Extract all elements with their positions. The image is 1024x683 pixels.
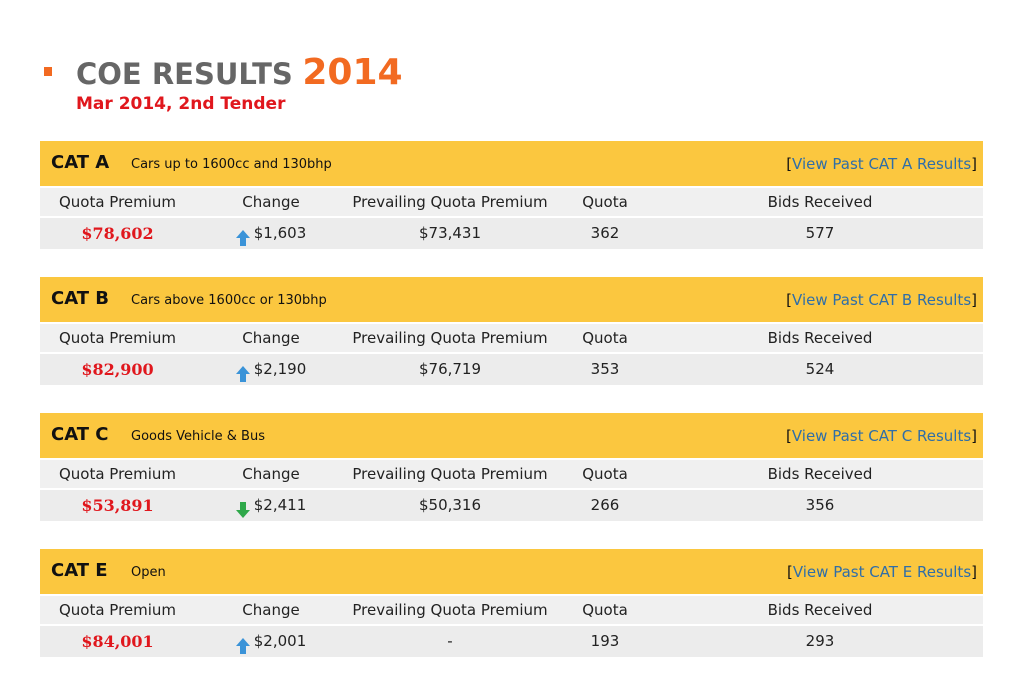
link-open-bracket: [ <box>786 155 793 173</box>
arrow-down-icon <box>235 498 250 518</box>
change-value: $1,603 <box>253 224 307 242</box>
col-bids-header: Bids Received <box>767 193 873 211</box>
col-quota-header: Quota <box>582 329 628 347</box>
col-prevailing-header: Prevailing Quota Premium <box>352 193 548 211</box>
category-panel-cat-b: CAT B Cars above 1600cc or 130bhp [View … <box>40 277 983 385</box>
results-data-row: $53,891 $2,411 $50,316 266 356 <box>40 490 983 521</box>
results-data-row: $82,900 $2,190 $76,719 353 524 <box>40 354 983 385</box>
quota-premium-value: $53,891 <box>81 496 154 515</box>
quota-value: 266 <box>590 496 620 514</box>
change-cell: $2,411 <box>215 490 327 529</box>
category-header: CAT C Goods Vehicle & Bus [View Past CAT… <box>40 413 983 458</box>
change-value: $2,411 <box>253 496 307 514</box>
results-header-row: Quota Premium Change Prevailing Quota Pr… <box>40 324 983 352</box>
past-results-link-wrapper: [View Past CAT C Results] <box>786 427 977 445</box>
col-quota-premium-header: Quota Premium <box>58 601 177 619</box>
category-description: Goods Vehicle & Bus <box>131 429 265 444</box>
col-change-header: Change <box>242 193 300 211</box>
past-results-link-wrapper: [View Past CAT A Results] <box>786 155 977 173</box>
category-code: CAT A <box>51 152 110 173</box>
results-data-row: $84,001 $2,001 - 193 293 <box>40 626 983 657</box>
quota-value: 353 <box>590 360 620 378</box>
col-prevailing-header: Prevailing Quota Premium <box>352 601 548 619</box>
quota-value: 362 <box>590 224 620 242</box>
prevailing-premium-value: $73,431 <box>418 224 482 242</box>
link-close-bracket: ] <box>971 563 977 581</box>
arrow-up-icon <box>235 226 250 246</box>
category-panel-cat-e: CAT E Open [View Past CAT E Results] Quo… <box>40 549 983 657</box>
category-header: CAT B Cars above 1600cc or 130bhp [View … <box>40 277 983 322</box>
change-cell: $1,603 <box>215 218 327 257</box>
category-header: CAT A Cars up to 1600cc and 130bhp [View… <box>40 141 983 186</box>
col-quota-header: Quota <box>582 193 628 211</box>
category-panel-cat-a: CAT A Cars up to 1600cc and 130bhp [View… <box>40 141 983 249</box>
page-title-text: COE RESULTS <box>76 57 293 91</box>
tender-subtitle: Mar 2014, 2nd Tender <box>76 94 286 114</box>
change-value: $2,001 <box>253 632 307 650</box>
col-quota-header: Quota <box>582 601 628 619</box>
title-bullet <box>44 67 52 76</box>
col-change-header: Change <box>242 329 300 347</box>
col-quota-header: Quota <box>582 465 628 483</box>
category-code: CAT C <box>51 424 109 445</box>
prevailing-premium-value: $50,316 <box>418 496 482 514</box>
link-close-bracket: ] <box>971 155 977 173</box>
view-past-results-link[interactable]: View Past CAT A Results <box>792 155 972 173</box>
col-bids-header: Bids Received <box>767 329 873 347</box>
quota-premium-value: $84,001 <box>81 632 154 651</box>
bids-received-value: 293 <box>805 632 835 650</box>
bids-received-value: 577 <box>805 224 835 242</box>
change-cell: $2,190 <box>215 354 327 393</box>
category-description: Cars up to 1600cc and 130bhp <box>131 157 332 172</box>
past-results-link-wrapper: [View Past CAT B Results] <box>786 291 977 309</box>
col-change-header: Change <box>242 465 300 483</box>
arrow-up-icon <box>235 634 250 654</box>
col-quota-premium-header: Quota Premium <box>58 465 177 483</box>
col-prevailing-header: Prevailing Quota Premium <box>352 465 548 483</box>
past-results-link-wrapper: [View Past CAT E Results] <box>787 563 977 581</box>
results-header-row: Quota Premium Change Prevailing Quota Pr… <box>40 460 983 488</box>
link-close-bracket: ] <box>971 427 977 445</box>
change-cell: $2,001 <box>215 626 327 665</box>
view-past-results-link[interactable]: View Past CAT B Results <box>792 291 972 309</box>
category-header: CAT E Open [View Past CAT E Results] <box>40 549 983 594</box>
col-change-header: Change <box>242 601 300 619</box>
link-open-bracket: [ <box>786 563 793 581</box>
col-quota-premium-header: Quota Premium <box>58 329 177 347</box>
col-bids-header: Bids Received <box>767 601 873 619</box>
bids-received-value: 524 <box>805 360 835 378</box>
prevailing-premium-value: $76,719 <box>418 360 482 378</box>
quota-premium-value: $82,900 <box>81 360 154 379</box>
arrow-up-icon <box>235 362 250 382</box>
view-past-results-link[interactable]: View Past CAT E Results <box>792 563 972 581</box>
results-header-row: Quota Premium Change Prevailing Quota Pr… <box>40 188 983 216</box>
col-quota-premium-header: Quota Premium <box>58 193 177 211</box>
category-description: Cars above 1600cc or 130bhp <box>131 293 327 308</box>
link-open-bracket: [ <box>786 291 793 309</box>
bids-received-value: 356 <box>805 496 835 514</box>
change-value: $2,190 <box>253 360 307 378</box>
view-past-results-link[interactable]: View Past CAT C Results <box>791 427 972 445</box>
col-bids-header: Bids Received <box>767 465 873 483</box>
page-title: COE RESULTS 2014 <box>76 52 403 93</box>
quota-premium-value: $78,602 <box>81 224 154 243</box>
page-title-year: 2014 <box>302 52 403 93</box>
link-open-bracket: [ <box>785 427 792 445</box>
category-description: Open <box>131 565 166 580</box>
prevailing-premium-value: - <box>447 632 453 650</box>
category-code: CAT B <box>51 288 110 309</box>
col-prevailing-header: Prevailing Quota Premium <box>352 329 548 347</box>
category-panel-cat-c: CAT C Goods Vehicle & Bus [View Past CAT… <box>40 413 983 521</box>
category-code: CAT E <box>51 560 108 581</box>
results-data-row: $78,602 $1,603 $73,431 362 577 <box>40 218 983 249</box>
link-close-bracket: ] <box>971 291 977 309</box>
quota-value: 193 <box>590 632 620 650</box>
results-header-row: Quota Premium Change Prevailing Quota Pr… <box>40 596 983 624</box>
